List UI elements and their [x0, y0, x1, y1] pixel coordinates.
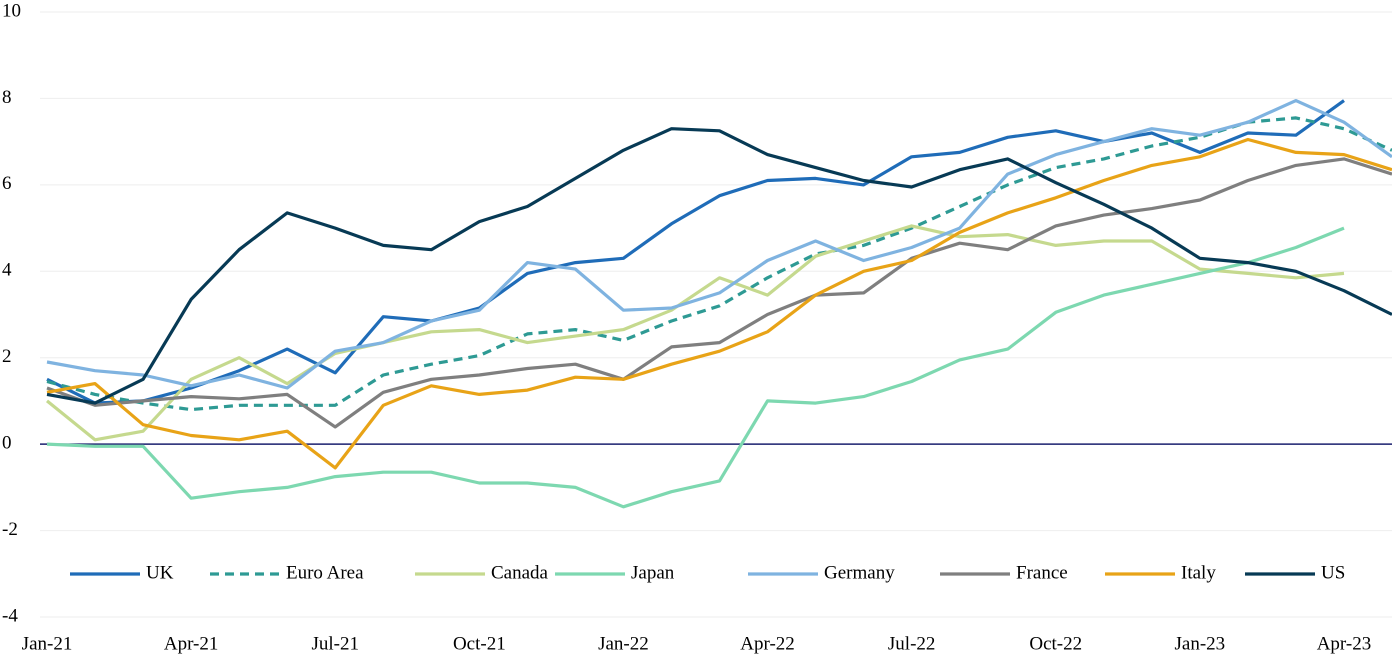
y-tick-label: 0 — [2, 433, 12, 454]
legend-label: France — [1016, 562, 1068, 583]
x-tick-label: Jan-21 — [22, 633, 73, 654]
series-line — [46, 137, 1392, 470]
legend-label: Italy — [1181, 562, 1216, 583]
x-tick-label: Jul-22 — [888, 633, 936, 654]
series-line — [46, 116, 1392, 412]
x-tick-label: Jan-22 — [598, 633, 649, 654]
series-line — [46, 99, 1345, 405]
x-tick-label: Apr-23 — [1317, 633, 1372, 654]
y-tick-label: 4 — [2, 260, 12, 281]
y-tick-label: 6 — [2, 173, 12, 194]
series-line — [46, 226, 1345, 509]
series-line — [45, 224, 1345, 442]
x-tick-label: Oct-22 — [1029, 633, 1082, 654]
y-tick-label: 8 — [2, 87, 12, 108]
legend-label: Japan — [631, 562, 675, 583]
x-tick-label: Jan-23 — [1175, 633, 1226, 654]
y-tick-label: -2 — [2, 519, 18, 540]
series-line — [46, 127, 1392, 405]
legend-label: Euro Area — [286, 562, 364, 583]
series-line — [46, 157, 1392, 429]
y-tick-label: 10 — [2, 0, 21, 21]
legend-label: Canada — [491, 562, 549, 583]
legend-label: US — [1321, 562, 1345, 583]
legend-label: UK — [146, 562, 174, 583]
legend-label: Germany — [824, 562, 895, 583]
x-tick-label: Jul-21 — [311, 633, 359, 654]
series-line — [46, 99, 1392, 390]
y-tick-label: 2 — [2, 346, 12, 367]
x-tick-label: Apr-22 — [740, 633, 795, 654]
x-tick-label: Apr-21 — [164, 633, 219, 654]
y-tick-label: -4 — [2, 605, 18, 626]
x-tick-label: Oct-21 — [453, 633, 506, 654]
